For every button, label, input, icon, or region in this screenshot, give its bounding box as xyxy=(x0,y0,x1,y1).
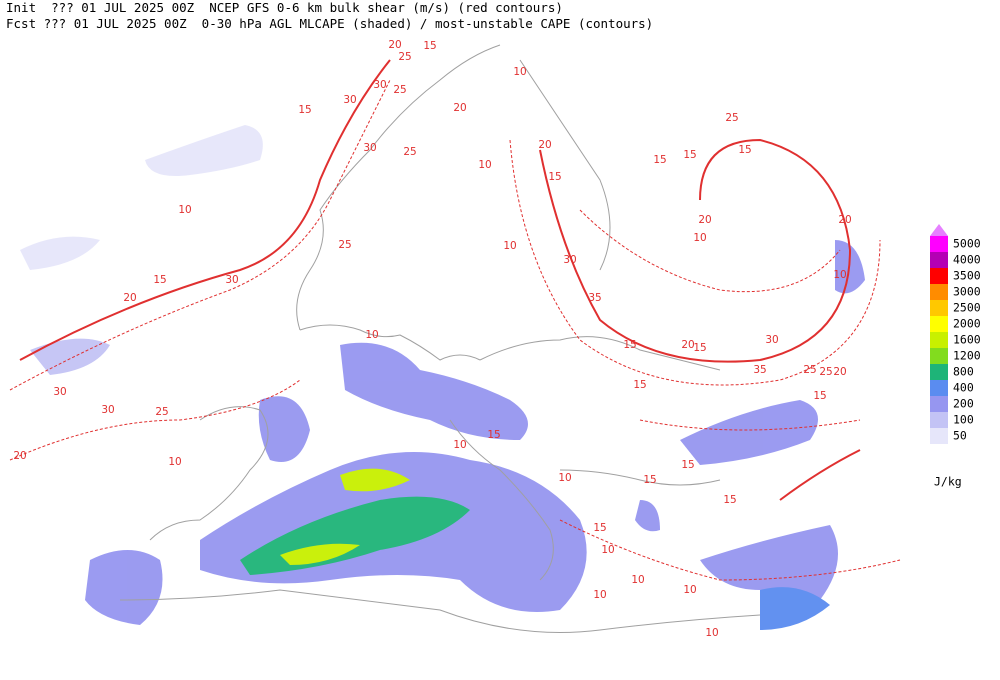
contour-label: 15 xyxy=(723,494,736,506)
contour-label: 15 xyxy=(423,40,436,52)
contour-label: 15 xyxy=(653,154,666,166)
legend-swatch xyxy=(930,332,948,348)
contour-label: 30 xyxy=(363,142,376,154)
contour-label: 15 xyxy=(633,379,646,391)
legend-label: 800 xyxy=(953,365,974,379)
shear-contours xyxy=(9,59,901,581)
contour-label: 25 xyxy=(398,51,411,63)
contour-label: 10 xyxy=(513,66,526,78)
coastlines xyxy=(119,44,761,633)
contour-label: 10 xyxy=(178,204,191,216)
legend-label: 3500 xyxy=(953,269,981,283)
contour-label: 30 xyxy=(53,386,66,398)
contour-label: 25 xyxy=(403,146,416,158)
contour-label: 35 xyxy=(588,292,601,304)
legend-label: 400 xyxy=(953,381,974,395)
legend-swatch xyxy=(930,300,948,316)
contour-label: 10 xyxy=(168,456,181,468)
legend-label: 50 xyxy=(953,429,967,443)
legend-swatch xyxy=(930,380,948,396)
contour-label: 10 xyxy=(593,589,606,601)
contour-label: 15 xyxy=(813,390,826,402)
contour-label: 15 xyxy=(593,522,606,534)
contour-label: 20 xyxy=(13,450,26,462)
contour-label: 20 xyxy=(453,102,466,114)
contour-label: 30 xyxy=(563,254,576,266)
contour-label: 15 xyxy=(693,342,706,354)
contour-label: 25 xyxy=(338,239,351,251)
contour-label: 10 xyxy=(453,439,466,451)
legend-swatch xyxy=(930,284,948,300)
contour-label: 20 xyxy=(123,292,136,304)
legend-swatch xyxy=(930,396,948,412)
contour-label: 20 xyxy=(838,214,851,226)
contour-label: 10 xyxy=(365,329,378,341)
contour-label: 20 xyxy=(833,366,846,378)
contour-label: 30 xyxy=(373,79,386,91)
cape-shading xyxy=(20,125,865,630)
legend-arrow xyxy=(930,224,948,236)
contour-label: 10 xyxy=(705,627,718,639)
contour-label: 15 xyxy=(548,171,561,183)
header-line: Init ??? 01 JUL 2025 00Z NCEP GFS 0-6 km… xyxy=(6,0,563,15)
contour-label: 15 xyxy=(153,274,166,286)
legend-label: 4000 xyxy=(953,253,981,267)
contour-label: 35 xyxy=(753,364,766,376)
legend-swatch xyxy=(930,236,948,252)
contour-label: 30 xyxy=(225,274,238,286)
header-line: Fcst ??? 01 JUL 2025 00Z 0-30 hPa AGL ML… xyxy=(6,16,653,31)
contour-label: 10 xyxy=(503,240,516,252)
contour-label: 15 xyxy=(683,149,696,161)
legend-swatch xyxy=(930,364,948,380)
contour-label: 30 xyxy=(101,404,114,416)
contour-label: 15 xyxy=(298,104,311,116)
legend-swatch xyxy=(930,316,948,332)
legend-swatch xyxy=(930,252,948,268)
contour-label: 10 xyxy=(601,544,614,556)
contour-label: 15 xyxy=(681,459,694,471)
contour-label: 10 xyxy=(631,574,644,586)
legend-swatch xyxy=(930,428,948,444)
contour-label: 25 xyxy=(725,112,738,124)
contour-label: 15 xyxy=(623,339,636,351)
contour-label: 25 xyxy=(393,84,406,96)
contour-label: 10 xyxy=(558,472,571,484)
contour-label: 25 xyxy=(819,366,832,378)
contour-label: 10 xyxy=(693,232,706,244)
legend-label: 2000 xyxy=(953,317,981,331)
contour-label: 30 xyxy=(343,94,356,106)
legend-label: 1600 xyxy=(953,333,981,347)
contour-label: 10 xyxy=(478,159,491,171)
contour-label: 20 xyxy=(538,139,551,151)
contour-label: 10 xyxy=(683,584,696,596)
contour-label: 20 xyxy=(388,39,401,51)
contour-label: 25 xyxy=(155,406,168,418)
legend-label: 5000 xyxy=(953,237,981,251)
legend-label: 2500 xyxy=(953,301,981,315)
legend-unit: J/kg xyxy=(934,475,962,489)
legend-label: 100 xyxy=(953,413,974,427)
contour-label: 15 xyxy=(738,144,751,156)
contour-label: 30 xyxy=(765,334,778,346)
legend: 50 100 200 400 800 1200 1600 2000 2500 3000 3500 40… xyxy=(930,224,981,489)
legend-label: 3000 xyxy=(953,285,981,299)
contour-label: 15 xyxy=(643,474,656,486)
legend-label: 1200 xyxy=(953,349,981,363)
contour-label: 10 xyxy=(833,269,846,281)
legend-swatch xyxy=(930,348,948,364)
contour-label: 20 xyxy=(681,339,694,351)
legend-swatch xyxy=(930,268,948,284)
contour-label: 20 xyxy=(698,214,711,226)
legend-label: 200 xyxy=(953,397,974,411)
contour-label: 15 xyxy=(487,429,500,441)
legend-swatch xyxy=(930,412,948,428)
contour-label: 25 xyxy=(803,364,816,376)
